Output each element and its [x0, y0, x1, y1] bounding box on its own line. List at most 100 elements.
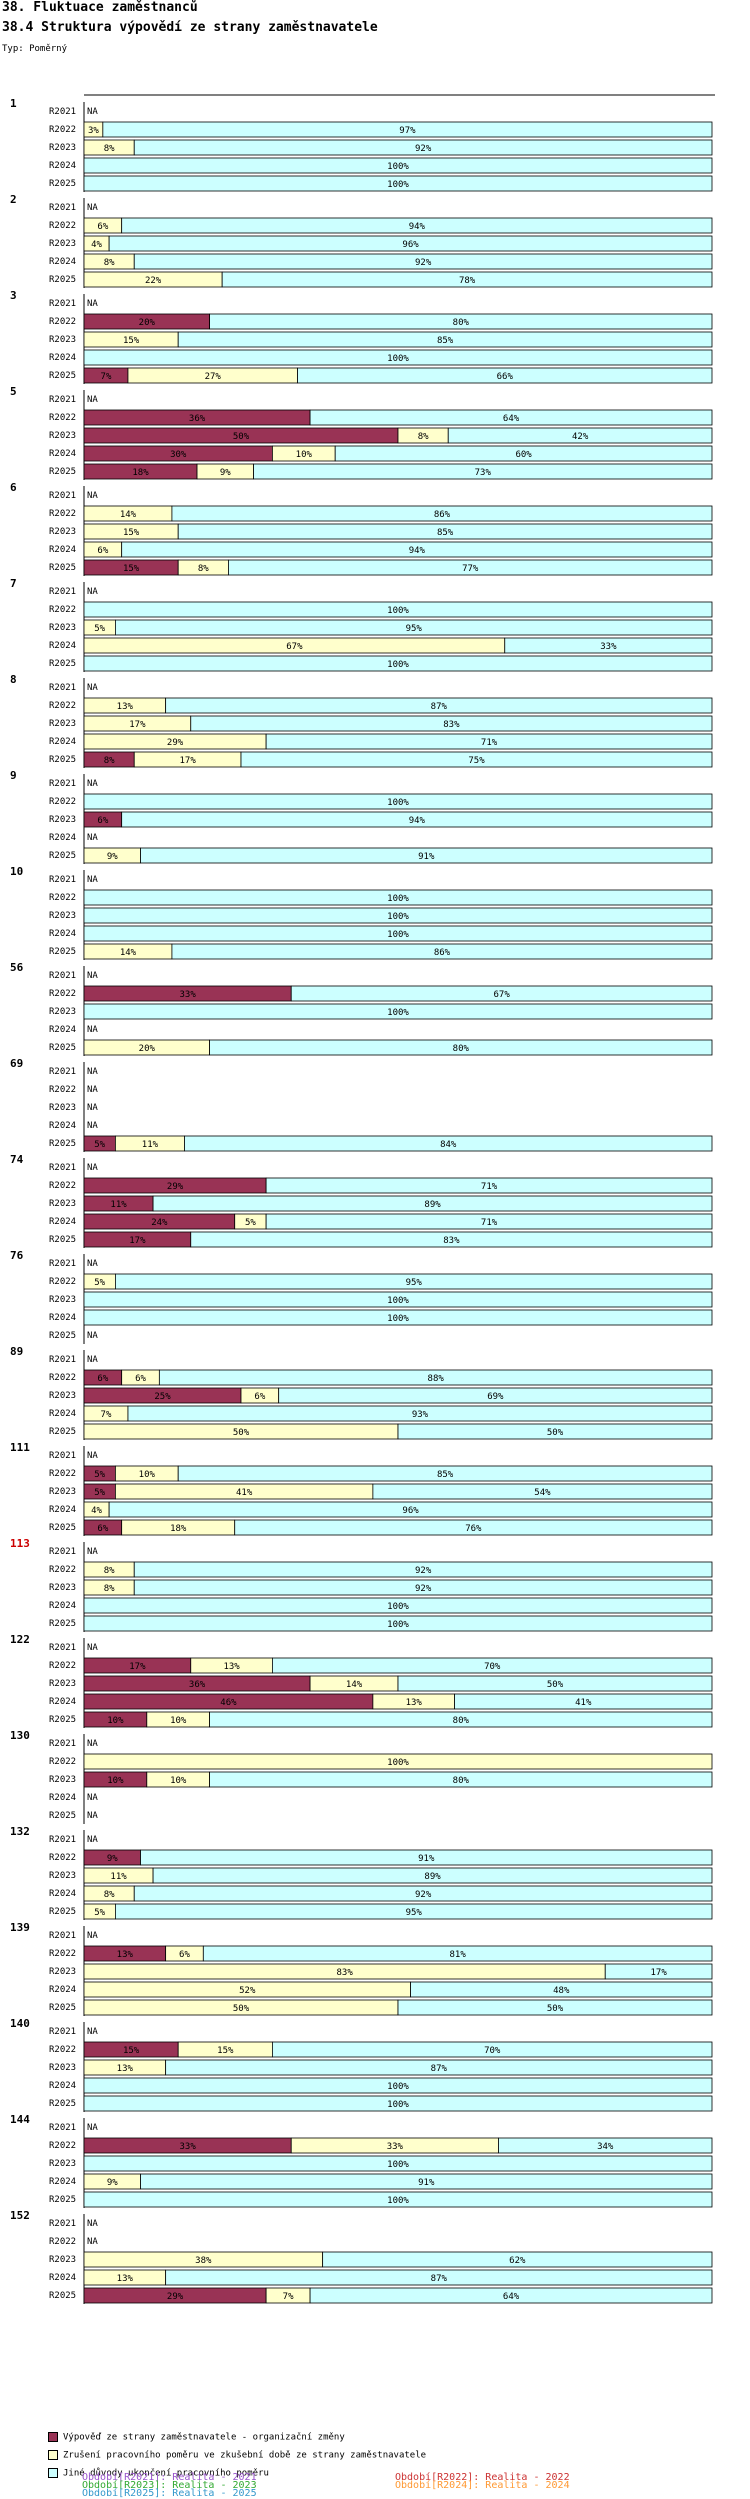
na-label-7-R2021: NA [87, 587, 98, 597]
period-label-130-R2023: R2023 [49, 1775, 76, 1785]
bar-74-R2022-other [265, 1177, 713, 1194]
bar-113-R2024-other [83, 1597, 713, 1614]
bar-2-R2024-other [133, 253, 713, 270]
bar-label-69-R2025-organizational: 5% [94, 1140, 105, 1150]
bar-label-9-R2025-probation: 9% [107, 852, 118, 862]
bar-label-8-R2024-probation: 29% [167, 738, 184, 748]
period-label-144-R2025: R2025 [49, 2195, 76, 2205]
bar-label-8-R2024-other: 71% [481, 738, 498, 748]
bar-label-139-R2024-probation: 52% [239, 1986, 256, 1996]
na-label-132-R2021: NA [87, 1835, 98, 1845]
bar-label-132-R2023-other: 89% [424, 1872, 441, 1882]
bar-8-R2024-other [265, 733, 713, 750]
bar-152-R2023-other [322, 2251, 713, 2268]
period-label-1-R2021: R2021 [49, 107, 76, 117]
period-label-113-R2025: R2025 [49, 1619, 76, 1629]
bar-7-R2025-other [83, 655, 713, 672]
period-label-144-R2024: R2024 [49, 2177, 76, 2187]
group-label-6: 6 [10, 481, 17, 494]
bar-8-R2025-other [240, 751, 713, 768]
period-label-69-R2022: R2022 [49, 1085, 76, 1095]
na-label-8-R2021: NA [87, 683, 98, 693]
bar-5-R2023-other [447, 427, 713, 444]
period-label-139-R2024: R2024 [49, 1985, 76, 1995]
bar-139-R2023-other [604, 1963, 713, 1980]
bar-label-6-R2025-probation: 8% [198, 564, 209, 574]
period-label-74-R2023: R2023 [49, 1199, 76, 1209]
group-label-56: 56 [10, 961, 24, 974]
bar-7-R2024-other [504, 637, 713, 654]
bar-label-130-R2023-other: 80% [453, 1776, 470, 1786]
period-label-9-R2022: R2022 [49, 797, 76, 807]
bar-label-7-R2025-other: 100% [387, 660, 409, 670]
bar-label-74-R2024-probation: 5% [245, 1218, 256, 1228]
period-label-1-R2025: R2025 [49, 179, 76, 189]
bar-1-R2024-other [83, 157, 713, 174]
bar-label-89-R2023-organizational: 25% [154, 1392, 171, 1402]
bar-label-76-R2023-other: 100% [387, 1296, 409, 1306]
bar-6-R2025-other [228, 559, 713, 576]
bar-label-111-R2022-probation: 10% [139, 1470, 156, 1480]
period-label-144-R2022: R2022 [49, 2141, 76, 2151]
period-label-89-R2023: R2023 [49, 1391, 76, 1401]
bar-140-R2022-other [271, 2041, 713, 2058]
period-label-132-R2022: R2022 [49, 1853, 76, 1863]
bar-label-74-R2024-organizational: 24% [151, 1218, 168, 1228]
legend-swatch-organizational [48, 2432, 58, 2442]
bar-label-1-R2022-other: 97% [399, 126, 416, 136]
legend-label-organizational: Výpověď ze strany zaměstnavatele - organ… [63, 2432, 345, 2443]
period-label-8-R2025: R2025 [49, 755, 76, 765]
bar-label-9-R2022-other: 100% [387, 798, 409, 808]
legend-item-organizational: Výpověď ze strany zaměstnavatele - organ… [48, 2432, 345, 2444]
na-label-139-R2021: NA [87, 1931, 98, 1941]
period-label-132-R2021: R2021 [49, 1835, 76, 1845]
period-label-74-R2022: R2022 [49, 1181, 76, 1191]
bar-label-6-R2023-other: 85% [437, 528, 454, 538]
bar-label-89-R2022-other: 88% [428, 1374, 445, 1384]
bar-8-R2022-other [165, 697, 713, 714]
period-label-140-R2025: R2025 [49, 2099, 76, 2109]
period-label-132-R2023: R2023 [49, 1871, 76, 1881]
period-label-111-R2023: R2023 [49, 1487, 76, 1497]
bar-6-R2024-other [121, 541, 713, 558]
group-label-140: 140 [10, 2017, 30, 2030]
period-label-76-R2025: R2025 [49, 1331, 76, 1341]
bar-label-8-R2023-other: 83% [443, 720, 460, 730]
na-label-56-R2024: NA [87, 1025, 98, 1035]
period-label-2-R2021: R2021 [49, 203, 76, 213]
period-label-56-R2022: R2022 [49, 989, 76, 999]
bar-label-5-R2025-probation: 9% [220, 468, 231, 478]
group-label-7: 7 [10, 577, 17, 590]
period-label-2-R2023: R2023 [49, 239, 76, 249]
bar-label-140-R2024-other: 100% [387, 2082, 409, 2092]
bar-10-R2023-other [83, 907, 713, 924]
bar-label-139-R2022-probation: 6% [179, 1950, 190, 1960]
bar-label-111-R2025-probation: 18% [170, 1524, 187, 1534]
bar-label-144-R2022-organizational: 33% [179, 2142, 196, 2152]
period-label-74-R2025: R2025 [49, 1235, 76, 1245]
bar-label-130-R2022-probation: 100% [387, 1758, 409, 1768]
bar-144-R2022-other [498, 2137, 713, 2154]
bar-76-R2023-other [83, 1291, 713, 1308]
bar-label-89-R2024-other: 93% [412, 1410, 429, 1420]
bar-9-R2025-other [140, 847, 713, 864]
bar-label-8-R2022-other: 87% [431, 702, 448, 712]
period-label-122-R2022: R2022 [49, 1661, 76, 1671]
bar-122-R2024-other [454, 1693, 713, 1710]
bar-label-140-R2022-other: 70% [484, 2046, 501, 2056]
period-label-76-R2022: R2022 [49, 1277, 76, 1287]
bar-56-R2022-other [290, 985, 713, 1002]
group-label-1: 1 [10, 97, 17, 110]
bar-label-139-R2025-other: 50% [547, 2004, 564, 2014]
bar-label-140-R2023-other: 87% [431, 2064, 448, 2074]
bar-label-144-R2025-other: 100% [387, 2196, 409, 2206]
period-label-2-R2025: R2025 [49, 275, 76, 285]
na-label-144-R2021: NA [87, 2123, 98, 2133]
na-label-56-R2021: NA [87, 971, 98, 981]
period-label-130-R2025: R2025 [49, 1811, 76, 1821]
bar-label-144-R2022-other: 34% [597, 2142, 614, 2152]
period-label-7-R2023: R2023 [49, 623, 76, 633]
period-label-89-R2025: R2025 [49, 1427, 76, 1437]
bar-122-R2025-other [209, 1711, 713, 1728]
period-label-152-R2023: R2023 [49, 2255, 76, 2265]
